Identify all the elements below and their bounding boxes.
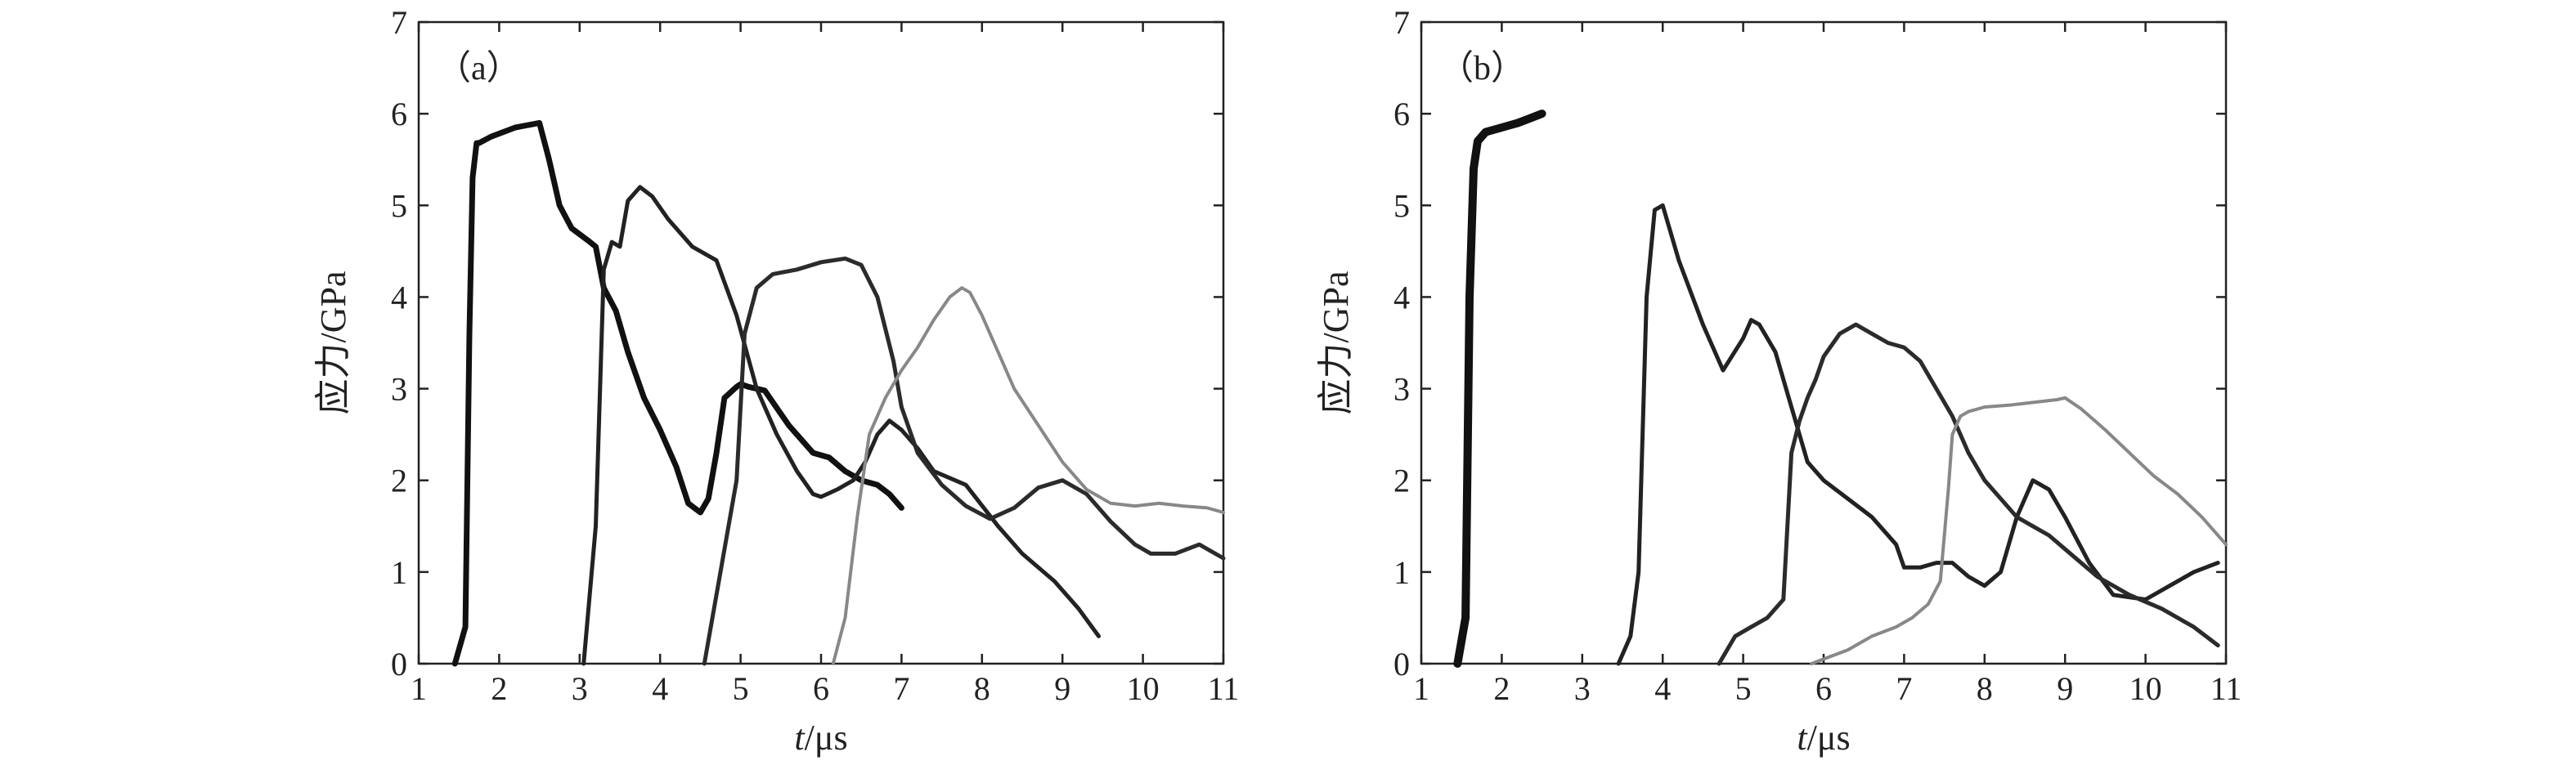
x-tick-label: 11: [2210, 670, 2242, 707]
y-tick-label: 3: [1393, 371, 1410, 408]
x-tick-label: 6: [1815, 670, 1832, 707]
x-tick-label: 10: [1127, 670, 1160, 707]
x-axis-label-var: t: [1797, 718, 1808, 758]
series-line-3: [702, 256, 1226, 666]
x-tick-label: 8: [1977, 670, 1993, 707]
y-tick-label: 7: [391, 4, 407, 41]
y-tick-label: 1: [391, 554, 407, 591]
series-line-2: [581, 185, 1101, 666]
y-tick-label: 3: [391, 371, 407, 408]
plot-frame: [1420, 20, 2228, 665]
x-tick-label: 3: [1574, 670, 1591, 707]
x-tick-label: 7: [893, 670, 909, 707]
x-axis-label-unit: /μs: [805, 718, 848, 758]
x-tick-label: 4: [652, 670, 668, 707]
x-tick-label: 8: [974, 670, 990, 707]
x-tick-label: 6: [813, 670, 829, 707]
x-tick-label: 3: [572, 670, 588, 707]
panel-label: （b）: [1439, 50, 1525, 87]
x-tick-label: 2: [491, 670, 507, 707]
x-axis-label-unit: /μs: [1807, 718, 1851, 758]
series-line-2: [1616, 203, 2220, 666]
x-tick-label: 5: [1735, 670, 1752, 707]
x-axis-label: t/μs: [1797, 718, 1850, 758]
x-tick-label: 4: [1654, 670, 1671, 707]
x-tick-label: 1: [411, 670, 427, 707]
x-axis-label-var: t: [794, 718, 806, 758]
series-line-1: [1453, 110, 1546, 668]
y-tick-label: 5: [1393, 187, 1410, 224]
y-tick-label: 0: [1393, 646, 1410, 682]
series-line-4: [831, 286, 1225, 665]
y-axis-label: 应力/GPa: [1316, 271, 1356, 415]
series-line-3: [1717, 322, 2220, 666]
x-tick-label: 9: [2057, 670, 2073, 707]
y-tick-label: 5: [391, 187, 407, 224]
x-axis-label: t/μs: [794, 718, 847, 758]
series-line-1: [451, 119, 904, 667]
y-tick-label: 0: [391, 646, 407, 682]
panel-label: （a）: [437, 50, 521, 87]
x-tick-label: 11: [1208, 670, 1240, 707]
x-tick-label: 2: [1493, 670, 1510, 707]
y-tick-label: 6: [1393, 96, 1410, 132]
x-tick-label: 7: [1896, 670, 1912, 707]
y-tick-label: 2: [391, 463, 407, 499]
y-tick-label: 2: [1393, 463, 1410, 499]
y-axis-label: 应力/GPa: [313, 271, 353, 415]
series-line-4: [1810, 396, 2228, 665]
y-tick-label: 7: [1393, 4, 1410, 41]
y-tick-label: 4: [391, 279, 407, 315]
x-tick-label: 10: [2129, 670, 2162, 707]
x-tick-label: 1: [1413, 670, 1429, 707]
y-tick-label: 6: [391, 96, 407, 132]
y-tick-label: 1: [1393, 554, 1410, 591]
y-tick-label: 4: [1393, 279, 1410, 315]
x-tick-label: 5: [733, 670, 749, 707]
plot-frame: [417, 20, 1225, 665]
x-tick-label: 9: [1054, 670, 1070, 707]
